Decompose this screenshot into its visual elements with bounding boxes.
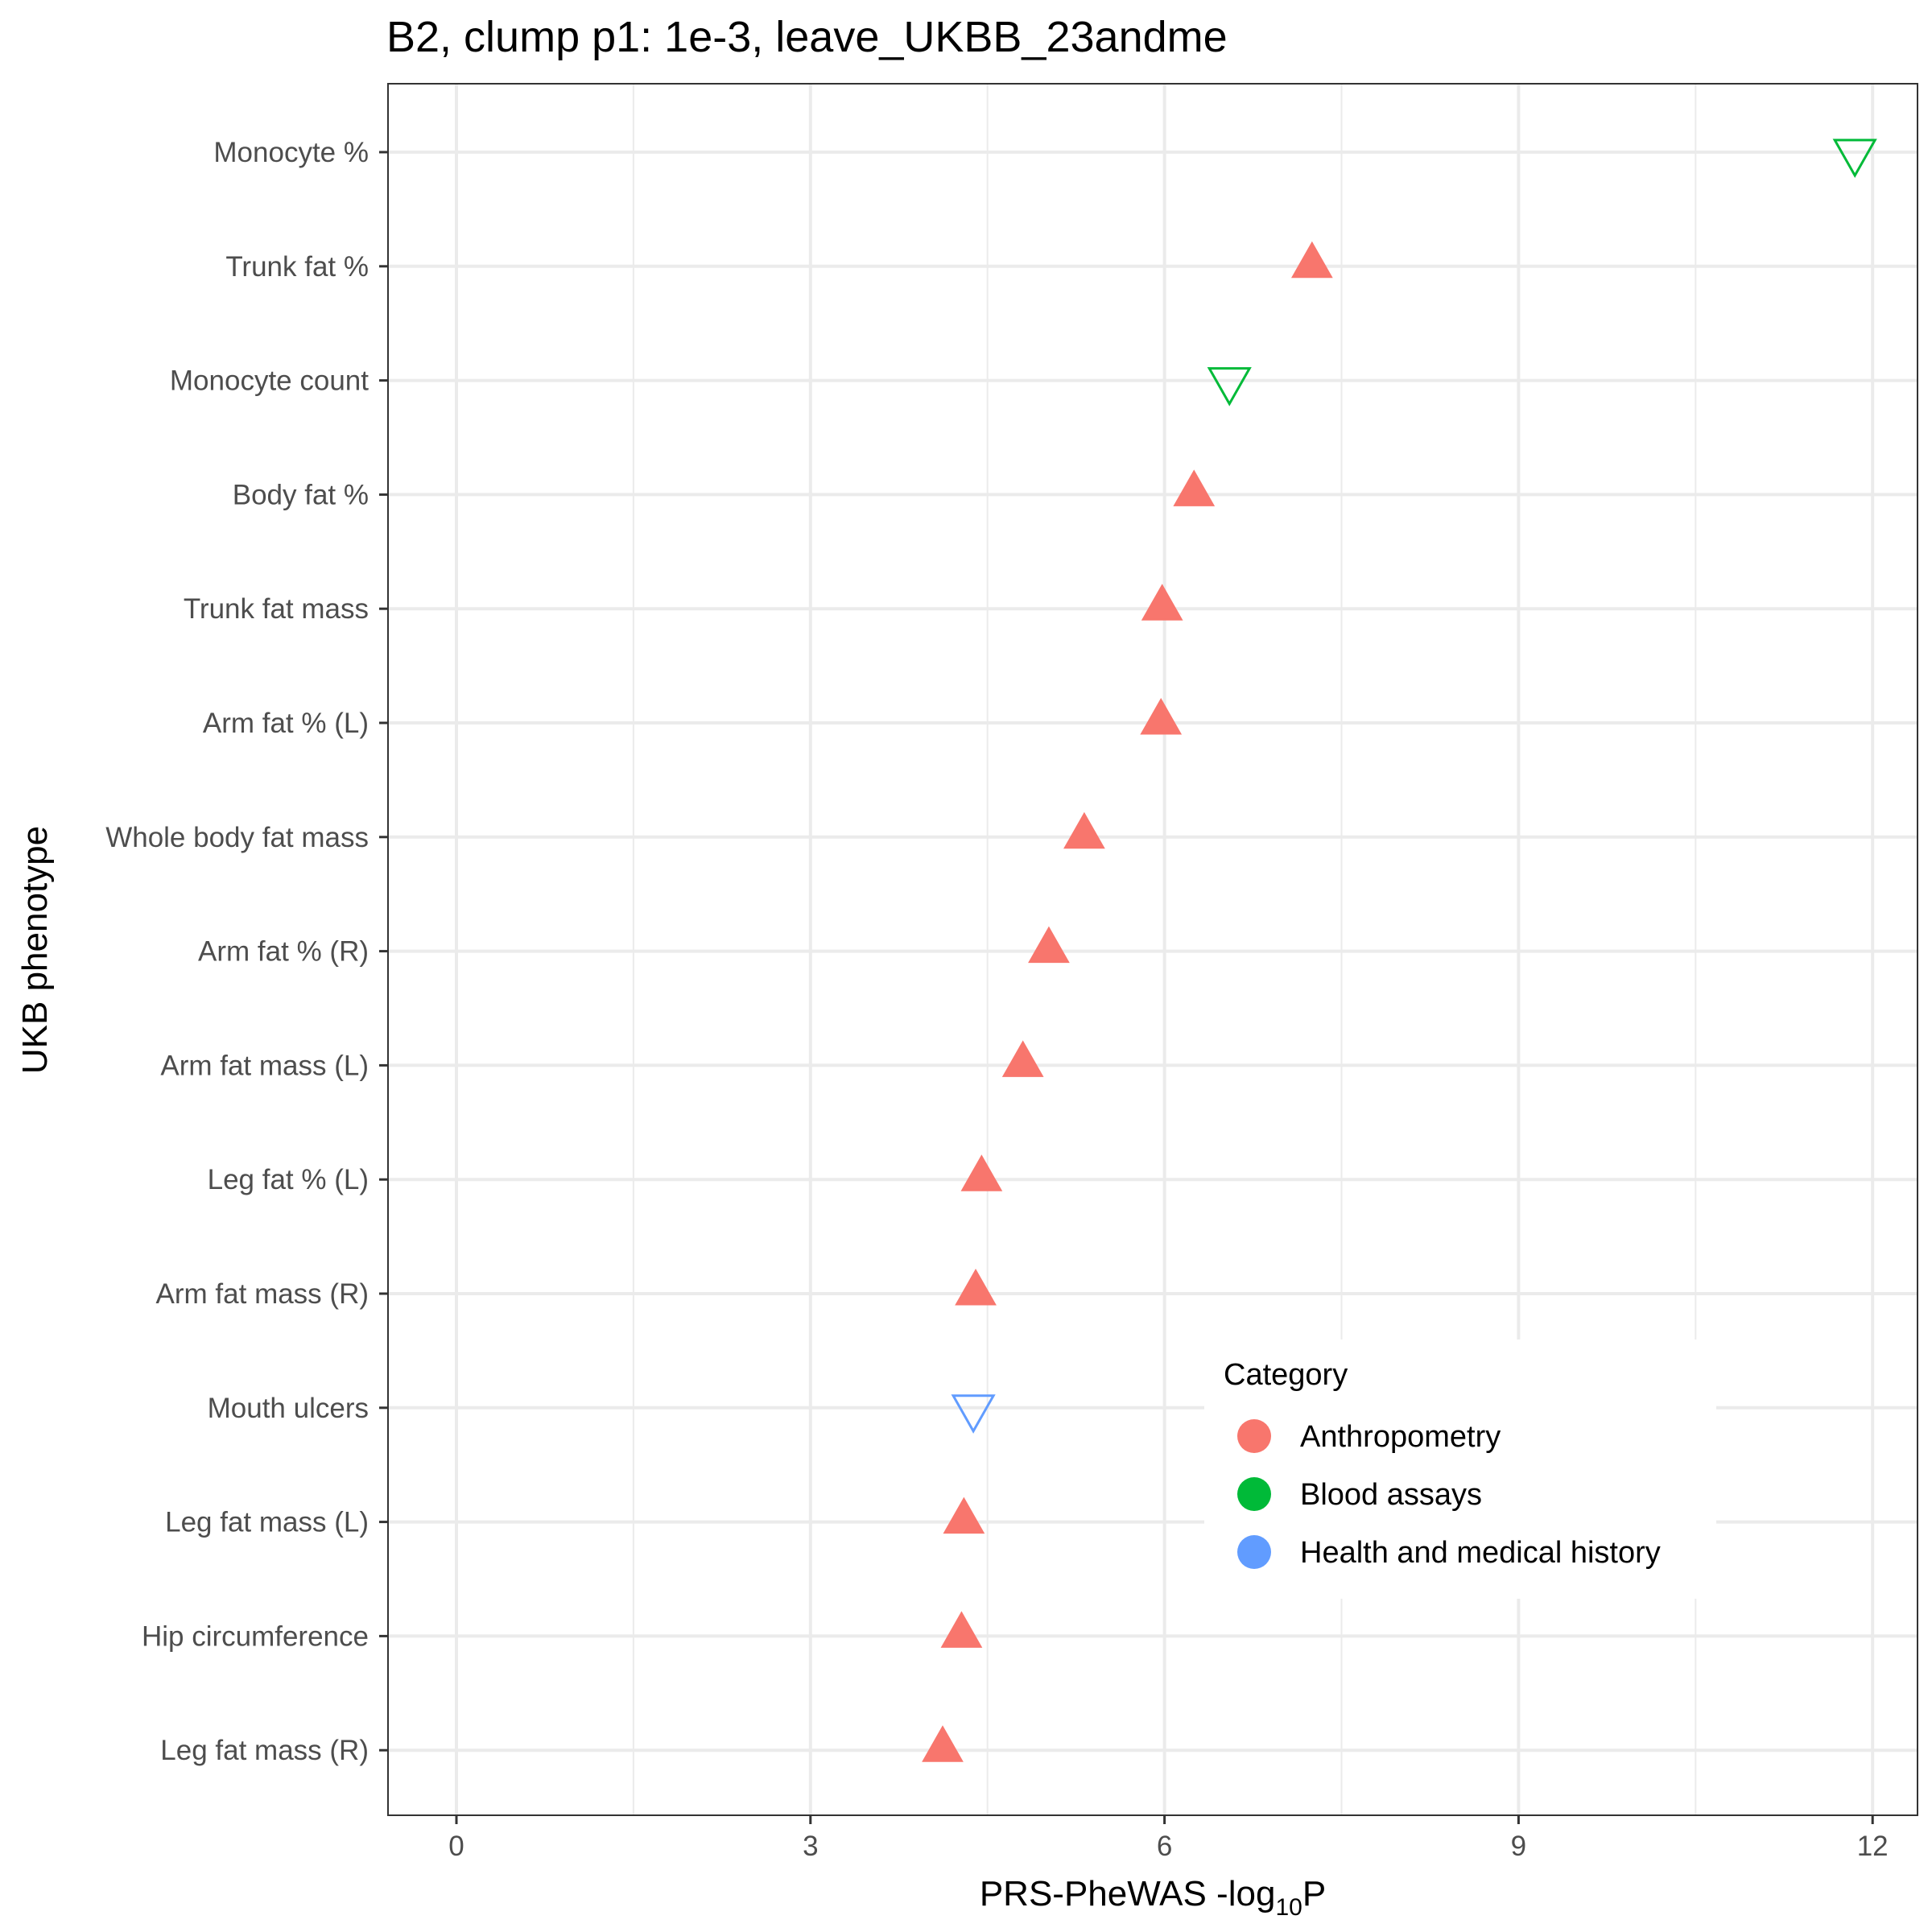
y-tick-label: Monocyte count <box>170 365 369 397</box>
y-tick-label: Whole body fat mass <box>105 822 369 853</box>
y-tick-label: Arm fat mass (L) <box>160 1050 369 1081</box>
point-marker-up <box>960 1154 1003 1191</box>
y-tick-label: Body fat % <box>233 479 369 510</box>
legend-key <box>1237 1535 1271 1569</box>
x-tick-label: 0 <box>448 1831 464 1862</box>
legend-background <box>1204 1340 1716 1599</box>
x-tick-label: 12 <box>1857 1831 1889 1862</box>
y-tick-label: Leg fat mass (L) <box>165 1507 369 1538</box>
y-tick-label: Mouth ulcers <box>208 1393 369 1424</box>
point-marker-up <box>1290 241 1333 279</box>
y-tick-label: Leg fat % (L) <box>208 1164 369 1195</box>
y-tick-label: Hip circumference <box>142 1620 369 1652</box>
y-tick-label: Leg fat mass (R) <box>160 1735 369 1766</box>
y-tick-label: Trunk fat mass <box>184 593 369 625</box>
x-axis-title-suffix: P <box>1302 1874 1326 1913</box>
y-tick-label: Trunk fat % <box>225 251 369 283</box>
data-points <box>922 138 1877 1762</box>
y-tick-label: Monocyte % <box>213 137 369 168</box>
point-marker-down <box>951 1394 996 1434</box>
legend-key <box>1237 1477 1271 1511</box>
point-marker-up <box>1028 926 1070 964</box>
point-marker-up <box>1001 1040 1044 1077</box>
point-marker-up <box>1063 811 1105 849</box>
legend-label: Health and medical history <box>1300 1536 1661 1570</box>
legend-label: Anthropometry <box>1300 1420 1501 1454</box>
x-axis: 0 3 6 9 12 <box>448 1815 1889 1862</box>
legend: Category Anthropometry Blood assays Health… <box>1204 1340 1716 1599</box>
plot-border <box>387 83 1918 1816</box>
point-marker-down <box>1832 138 1877 179</box>
point-marker-up <box>922 1725 964 1762</box>
legend-label: Blood assays <box>1300 1478 1482 1512</box>
y-tick-label: Arm fat % (L) <box>203 708 369 739</box>
x-tick-label: 3 <box>803 1831 818 1862</box>
x-tick-label: 9 <box>1511 1831 1526 1862</box>
point-marker-up <box>940 1611 983 1648</box>
y-axis-title: UKB phenotype <box>15 826 55 1074</box>
chart-title: B2, clump p1: 1e-3, leave_UKBB_23andme <box>386 13 1228 61</box>
point-marker-up <box>1141 584 1183 621</box>
x-axis-title-main: PRS-PheWAS -log <box>980 1874 1276 1913</box>
point-marker-up <box>1173 469 1216 506</box>
x-axis-title-subscript: 10 <box>1275 1894 1302 1921</box>
x-tick-label: 6 <box>1157 1831 1172 1862</box>
y-tick-label: Arm fat mass (R) <box>156 1278 369 1310</box>
point-marker-up <box>955 1268 997 1306</box>
legend-title: Category <box>1224 1358 1348 1392</box>
x-axis-title: PRS-PheWAS -log10P <box>980 1874 1326 1921</box>
y-axis: Monocyte % Trunk fat % Monocyte count Body … <box>105 137 388 1766</box>
legend-key <box>1237 1419 1271 1453</box>
point-marker-up <box>1140 697 1183 735</box>
point-marker-down <box>1207 367 1252 407</box>
y-tick-label: Arm fat % (R) <box>198 936 369 968</box>
point-marker-up <box>943 1496 985 1534</box>
